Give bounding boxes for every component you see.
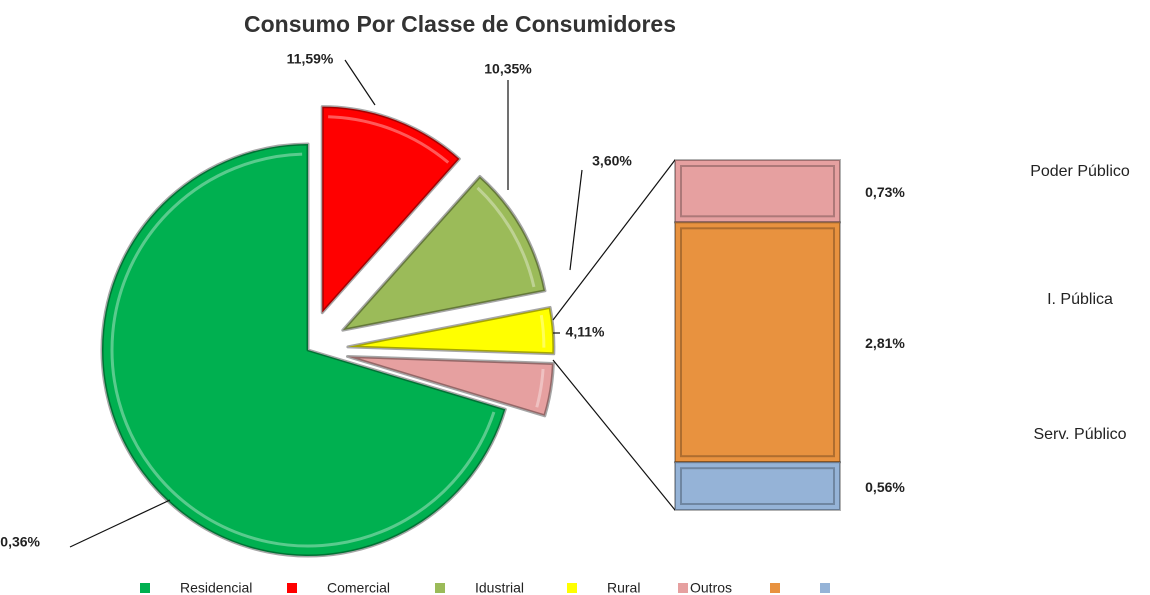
legend-swatch: [140, 583, 150, 593]
bar-segment: [674, 221, 841, 464]
data-label: 70,36%: [0, 534, 41, 550]
slice-bevel: [476, 186, 536, 288]
data-label: 2,81%: [865, 335, 905, 351]
data-label: 3,60%: [592, 153, 632, 169]
pie-slice: [346, 305, 556, 356]
slice-bevel: [535, 368, 545, 408]
legend-label: Comercial: [327, 580, 390, 595]
slice-bevel: [539, 314, 546, 348]
slice-bevel: [328, 115, 450, 164]
pie-slice: [345, 354, 555, 418]
category-label: Serv. Público: [1033, 426, 1126, 443]
pie-slice: [100, 142, 507, 558]
data-label: 4,11%: [566, 324, 605, 340]
bar-segment: [674, 461, 841, 512]
leader-line: [69, 499, 171, 548]
bar-bevel: [680, 467, 835, 506]
connector: [552, 159, 676, 321]
data-label: 10,35%: [484, 61, 532, 77]
slice-bevel: [110, 152, 496, 548]
legend-swatch: [287, 583, 297, 593]
category-label: I. Pública: [1047, 291, 1113, 308]
legend-label: Residencial: [180, 580, 252, 595]
legend-label: Rural: [607, 580, 640, 595]
legend-swatch: [678, 583, 688, 593]
bar-bevel: [680, 165, 835, 218]
data-label: 0,73%: [865, 184, 905, 200]
legend-label: Outros: [690, 580, 732, 595]
data-label: 0,56%: [865, 479, 905, 495]
legend-swatch: [820, 583, 830, 593]
connector: [552, 359, 676, 511]
data-label: 11,59%: [287, 51, 334, 67]
leader-line: [569, 169, 583, 271]
chart-title: Consumo Por Classe de Consumidores: [244, 11, 676, 37]
bar-bevel: [680, 227, 835, 458]
leader-line: [344, 59, 376, 106]
legend-swatch: [567, 583, 577, 593]
bar-segment: [674, 159, 841, 224]
pie-slice: [320, 105, 461, 315]
category-label: Poder Público: [1030, 163, 1130, 180]
legend-label: Idustrial: [475, 580, 524, 595]
legend-swatch: [435, 583, 445, 593]
pie-slice: [341, 174, 547, 332]
legend-swatch: [770, 583, 780, 593]
